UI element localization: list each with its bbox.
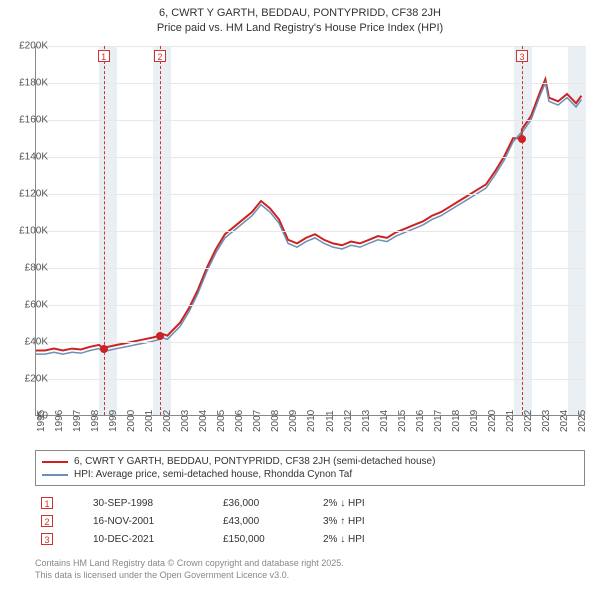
tx-price: £150,000	[223, 534, 283, 545]
transaction-row: 2 16-NOV-2001 £43,000 3% ↑ HPI	[35, 512, 585, 530]
legend-row-hpi: HPI: Average price, semi-detached house,…	[42, 468, 578, 481]
y-tick-label: £140K	[19, 152, 48, 163]
x-tick-label: 1997	[72, 410, 83, 432]
x-tick-label: 2011	[325, 410, 336, 432]
x-tick-label: 2023	[541, 410, 552, 432]
x-tick-label: 2021	[505, 410, 516, 432]
marker-line	[522, 46, 523, 415]
x-tick-label: 2022	[523, 410, 534, 432]
footer: Contains HM Land Registry data © Crown c…	[35, 558, 344, 581]
x-tick-label: 2010	[306, 410, 317, 432]
chart-area: 1995199619971998199920002001200220032004…	[35, 46, 585, 416]
gridline-h	[36, 231, 585, 232]
x-tick-label: 2003	[180, 410, 191, 432]
x-tick-label: 2012	[343, 410, 354, 432]
footer-line1: Contains HM Land Registry data © Crown c…	[35, 558, 344, 570]
tx-diff: 2% ↓ HPI	[323, 534, 403, 545]
tx-date: 16-NOV-2001	[93, 516, 183, 527]
x-tick-label: 2001	[144, 410, 155, 432]
gridline-h	[36, 342, 585, 343]
tx-diff: 2% ↓ HPI	[323, 498, 403, 509]
x-tick-label: 2014	[379, 410, 390, 432]
x-tick-label: 2006	[234, 410, 245, 432]
price-dot	[100, 345, 108, 353]
tx-marker: 1	[41, 497, 53, 509]
x-tick-label: 2024	[559, 410, 570, 432]
x-tick-label: 2007	[252, 410, 263, 432]
marker-box: 3	[516, 50, 528, 62]
y-tick-label: £0	[37, 411, 48, 422]
legend-swatch-hpi	[42, 474, 68, 476]
x-tick-label: 2016	[415, 410, 426, 432]
title-block: 6, CWRT Y GARTH, BEDDAU, PONTYPRIDD, CF3…	[0, 0, 600, 37]
marker-line	[160, 46, 161, 415]
gridline-h	[36, 83, 585, 84]
x-tick-label: 2020	[487, 410, 498, 432]
gridline-h	[36, 120, 585, 121]
marker-line	[104, 46, 105, 415]
x-tick-label: 1996	[54, 410, 65, 432]
marker-box: 2	[154, 50, 166, 62]
legend-label-hpi: HPI: Average price, semi-detached house,…	[74, 469, 352, 480]
y-tick-label: £60K	[25, 300, 48, 311]
transaction-row: 3 10-DEC-2021 £150,000 2% ↓ HPI	[35, 530, 585, 548]
tx-price: £43,000	[223, 516, 283, 527]
transactions-table: 1 30-SEP-1998 £36,000 2% ↓ HPI 2 16-NOV-2001 £…	[35, 494, 585, 548]
y-tick-label: £20K	[25, 374, 48, 385]
x-tick-label: 1999	[108, 410, 119, 432]
marker-box: 1	[98, 50, 110, 62]
y-tick-label: £160K	[19, 115, 48, 126]
gridline-h	[36, 46, 585, 47]
y-tick-label: £200K	[19, 41, 48, 52]
x-tick-label: 2015	[397, 410, 408, 432]
x-tick-label: 2019	[469, 410, 480, 432]
tx-date: 30-SEP-1998	[93, 498, 183, 509]
x-tick-label: 1998	[90, 410, 101, 432]
y-tick-label: £40K	[25, 337, 48, 348]
title-line2: Price paid vs. HM Land Registry's House …	[0, 21, 600, 36]
x-tick-label: 2004	[198, 410, 209, 432]
x-tick-label: 2018	[451, 410, 462, 432]
chart-container: 6, CWRT Y GARTH, BEDDAU, PONTYPRIDD, CF3…	[0, 0, 600, 590]
tx-marker: 3	[41, 533, 53, 545]
transaction-row: 1 30-SEP-1998 £36,000 2% ↓ HPI	[35, 494, 585, 512]
legend: 6, CWRT Y GARTH, BEDDAU, PONTYPRIDD, CF3…	[35, 450, 585, 486]
tx-diff: 3% ↑ HPI	[323, 516, 403, 527]
footer-line2: This data is licensed under the Open Gov…	[35, 570, 344, 582]
tx-marker: 2	[41, 515, 53, 527]
gridline-h	[36, 305, 585, 306]
legend-row-property: 6, CWRT Y GARTH, BEDDAU, PONTYPRIDD, CF3…	[42, 455, 578, 468]
series-line-hpi	[36, 83, 581, 354]
gridline-h	[36, 379, 585, 380]
x-tick-label: 2017	[433, 410, 444, 432]
price-dot	[156, 332, 164, 340]
legend-swatch-property	[42, 461, 68, 463]
x-tick-label: 2005	[216, 410, 227, 432]
y-tick-label: £100K	[19, 226, 48, 237]
x-tick-label: 2000	[126, 410, 137, 432]
y-tick-label: £180K	[19, 78, 48, 89]
tx-date: 10-DEC-2021	[93, 534, 183, 545]
price-dot	[518, 135, 526, 143]
y-tick-label: £80K	[25, 263, 48, 274]
x-tick-label: 2008	[270, 410, 281, 432]
title-line1: 6, CWRT Y GARTH, BEDDAU, PONTYPRIDD, CF3…	[0, 6, 600, 21]
x-tick-label: 2025	[577, 410, 588, 432]
gridline-h	[36, 194, 585, 195]
y-tick-label: £120K	[19, 189, 48, 200]
gridline-h	[36, 268, 585, 269]
x-tick-label: 2013	[361, 410, 372, 432]
legend-label-property: 6, CWRT Y GARTH, BEDDAU, PONTYPRIDD, CF3…	[74, 456, 435, 467]
gridline-h	[36, 157, 585, 158]
x-tick-label: 2002	[162, 410, 173, 432]
tx-price: £36,000	[223, 498, 283, 509]
x-tick-label: 2009	[288, 410, 299, 432]
